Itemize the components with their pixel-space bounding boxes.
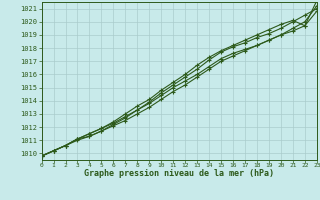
- X-axis label: Graphe pression niveau de la mer (hPa): Graphe pression niveau de la mer (hPa): [84, 169, 274, 178]
